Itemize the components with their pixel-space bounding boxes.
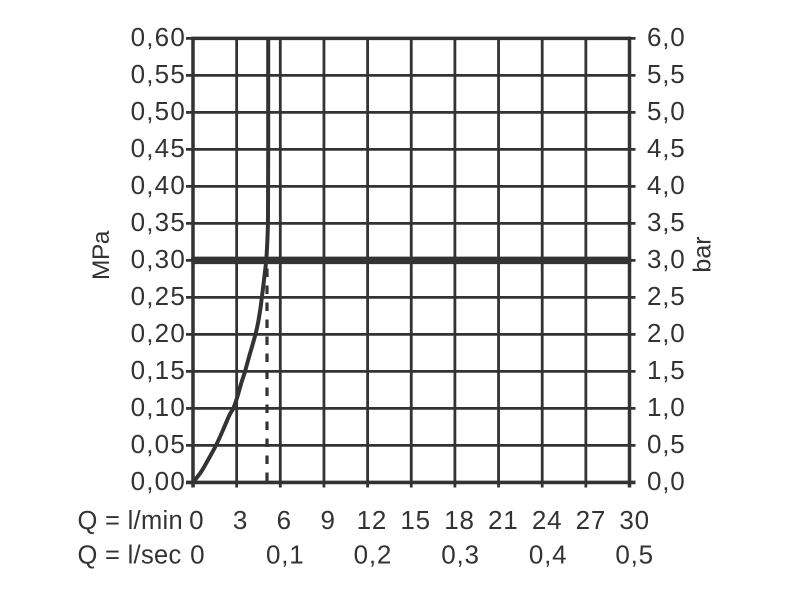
svg-text:MPa: MPa xyxy=(88,230,115,280)
svg-text:3,5: 3,5 xyxy=(647,207,686,237)
svg-text:0,5: 0,5 xyxy=(647,429,686,459)
svg-text:0,1: 0,1 xyxy=(266,540,305,570)
svg-text:bar: bar xyxy=(689,236,717,272)
svg-text:27: 27 xyxy=(576,505,607,535)
svg-text:2,0: 2,0 xyxy=(647,318,686,348)
svg-text:6,0: 6,0 xyxy=(647,22,686,52)
svg-text:30: 30 xyxy=(619,505,650,535)
svg-text:3: 3 xyxy=(233,505,248,535)
svg-text:5,5: 5,5 xyxy=(647,59,686,89)
svg-text:0,15: 0,15 xyxy=(131,355,186,385)
svg-text:18: 18 xyxy=(444,505,475,535)
svg-text:0,00: 0,00 xyxy=(131,466,186,496)
svg-text:0,60: 0,60 xyxy=(131,22,186,52)
svg-text:0,0: 0,0 xyxy=(647,466,686,496)
svg-text:0,4: 0,4 xyxy=(529,540,568,570)
svg-text:6: 6 xyxy=(277,505,292,535)
svg-text:0,20: 0,20 xyxy=(131,318,186,348)
svg-text:12: 12 xyxy=(357,505,388,535)
svg-text:0,50: 0,50 xyxy=(131,96,186,126)
svg-text:3,0: 3,0 xyxy=(647,244,686,274)
svg-text:24: 24 xyxy=(532,505,563,535)
svg-text:0,05: 0,05 xyxy=(131,429,186,459)
svg-text:0,30: 0,30 xyxy=(131,244,186,274)
svg-text:1,5: 1,5 xyxy=(647,355,686,385)
svg-text:4,5: 4,5 xyxy=(647,133,686,163)
svg-text:Q = l/sec: Q = l/sec xyxy=(78,542,182,570)
svg-text:0,2: 0,2 xyxy=(354,540,393,570)
svg-text:0,10: 0,10 xyxy=(131,392,186,422)
svg-text:0,5: 0,5 xyxy=(615,540,654,570)
svg-text:1,0: 1,0 xyxy=(647,392,686,422)
svg-text:15: 15 xyxy=(400,505,431,535)
svg-text:0: 0 xyxy=(189,505,204,535)
svg-text:9: 9 xyxy=(320,505,335,535)
svg-text:0: 0 xyxy=(190,540,205,570)
svg-text:4,0: 4,0 xyxy=(647,170,686,200)
svg-text:2,5: 2,5 xyxy=(647,281,686,311)
svg-text:21: 21 xyxy=(488,505,519,535)
svg-text:0,35: 0,35 xyxy=(131,207,186,237)
svg-text:Q = l/min: Q = l/min xyxy=(78,507,183,535)
svg-text:0,25: 0,25 xyxy=(131,281,186,311)
svg-text:0,55: 0,55 xyxy=(131,59,186,89)
svg-text:5,0: 5,0 xyxy=(647,96,686,126)
svg-text:0,3: 0,3 xyxy=(441,540,480,570)
svg-text:0,40: 0,40 xyxy=(131,170,186,200)
svg-text:0,45: 0,45 xyxy=(131,133,186,163)
